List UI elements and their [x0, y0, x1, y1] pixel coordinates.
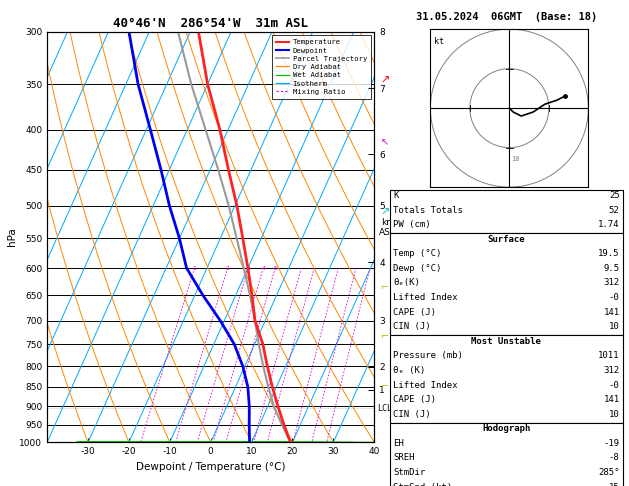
Text: Mixing Ratio (g/kg): Mixing Ratio (g/kg) [404, 190, 413, 284]
Text: CAPE (J): CAPE (J) [393, 308, 436, 317]
Text: 1011: 1011 [598, 351, 620, 361]
Text: Totals Totals: Totals Totals [393, 206, 463, 215]
Text: 2: 2 [226, 266, 230, 271]
Text: Hodograph: Hodograph [482, 424, 530, 434]
Text: 1: 1 [192, 266, 196, 271]
Text: 312: 312 [603, 278, 620, 288]
Text: ↗: ↗ [381, 76, 390, 86]
Text: Dewp (°C): Dewp (°C) [393, 264, 442, 273]
Text: 31.05.2024  06GMT  (Base: 18): 31.05.2024 06GMT (Base: 18) [416, 12, 597, 22]
Text: 141: 141 [603, 395, 620, 404]
Legend: Temperature, Dewpoint, Parcel Trajectory, Dry Adiabat, Wet Adiabat, Isotherm, Mi: Temperature, Dewpoint, Parcel Trajectory… [272, 35, 370, 99]
Text: CAPE (J): CAPE (J) [393, 395, 436, 404]
Text: 9.5: 9.5 [603, 264, 620, 273]
Text: ↗: ↗ [381, 208, 390, 217]
Text: 10: 10 [511, 156, 520, 161]
Y-axis label: hPa: hPa [6, 227, 16, 246]
Text: 52: 52 [609, 206, 620, 215]
Text: 10: 10 [609, 410, 620, 419]
Title: 40°46'N  286°54'W  31m ASL: 40°46'N 286°54'W 31m ASL [113, 17, 308, 31]
Text: SREH: SREH [393, 453, 415, 463]
Text: CIN (J): CIN (J) [393, 410, 431, 419]
Text: EH: EH [393, 439, 404, 448]
Text: -0: -0 [609, 381, 620, 390]
Text: 25: 25 [609, 191, 620, 200]
Text: ⌐: ⌐ [381, 330, 389, 341]
Text: Lifted Index: Lifted Index [393, 381, 458, 390]
Text: StmDir: StmDir [393, 468, 425, 477]
Text: StmSpd (kt): StmSpd (kt) [393, 483, 452, 486]
Text: 141: 141 [603, 308, 620, 317]
Text: 1.74: 1.74 [598, 220, 620, 229]
Text: 285°: 285° [598, 468, 620, 477]
Text: θₑ(K): θₑ(K) [393, 278, 420, 288]
Text: -0: -0 [609, 293, 620, 302]
Text: Pressure (mb): Pressure (mb) [393, 351, 463, 361]
Text: PW (cm): PW (cm) [393, 220, 431, 229]
Text: K: K [393, 191, 399, 200]
Text: Surface: Surface [487, 235, 525, 244]
Text: 20: 20 [511, 195, 520, 201]
Text: kt: kt [435, 37, 444, 46]
Text: Temp (°C): Temp (°C) [393, 249, 442, 259]
Text: 19.5: 19.5 [598, 249, 620, 259]
Text: ↖: ↖ [381, 138, 389, 147]
Text: 312: 312 [603, 366, 620, 375]
Text: -8: -8 [609, 453, 620, 463]
Text: 3: 3 [246, 266, 250, 271]
Text: LCL: LCL [377, 404, 392, 413]
Text: CIN (J): CIN (J) [393, 322, 431, 331]
Text: 5: 5 [273, 266, 277, 271]
Text: Lifted Index: Lifted Index [393, 293, 458, 302]
Text: -19: -19 [603, 439, 620, 448]
Text: ⌐: ⌐ [381, 281, 389, 291]
Text: 15: 15 [609, 483, 620, 486]
Text: Most Unstable: Most Unstable [471, 337, 542, 346]
Text: © weatheronline.co.uk: © weatheronline.co.uk [458, 469, 555, 479]
X-axis label: Dewpoint / Temperature (°C): Dewpoint / Temperature (°C) [136, 462, 286, 472]
Text: θₑ (K): θₑ (K) [393, 366, 425, 375]
Text: ⌐: ⌐ [381, 380, 389, 390]
Y-axis label: km
ASL: km ASL [379, 218, 396, 237]
Text: 10: 10 [609, 322, 620, 331]
Text: 4: 4 [261, 266, 265, 271]
